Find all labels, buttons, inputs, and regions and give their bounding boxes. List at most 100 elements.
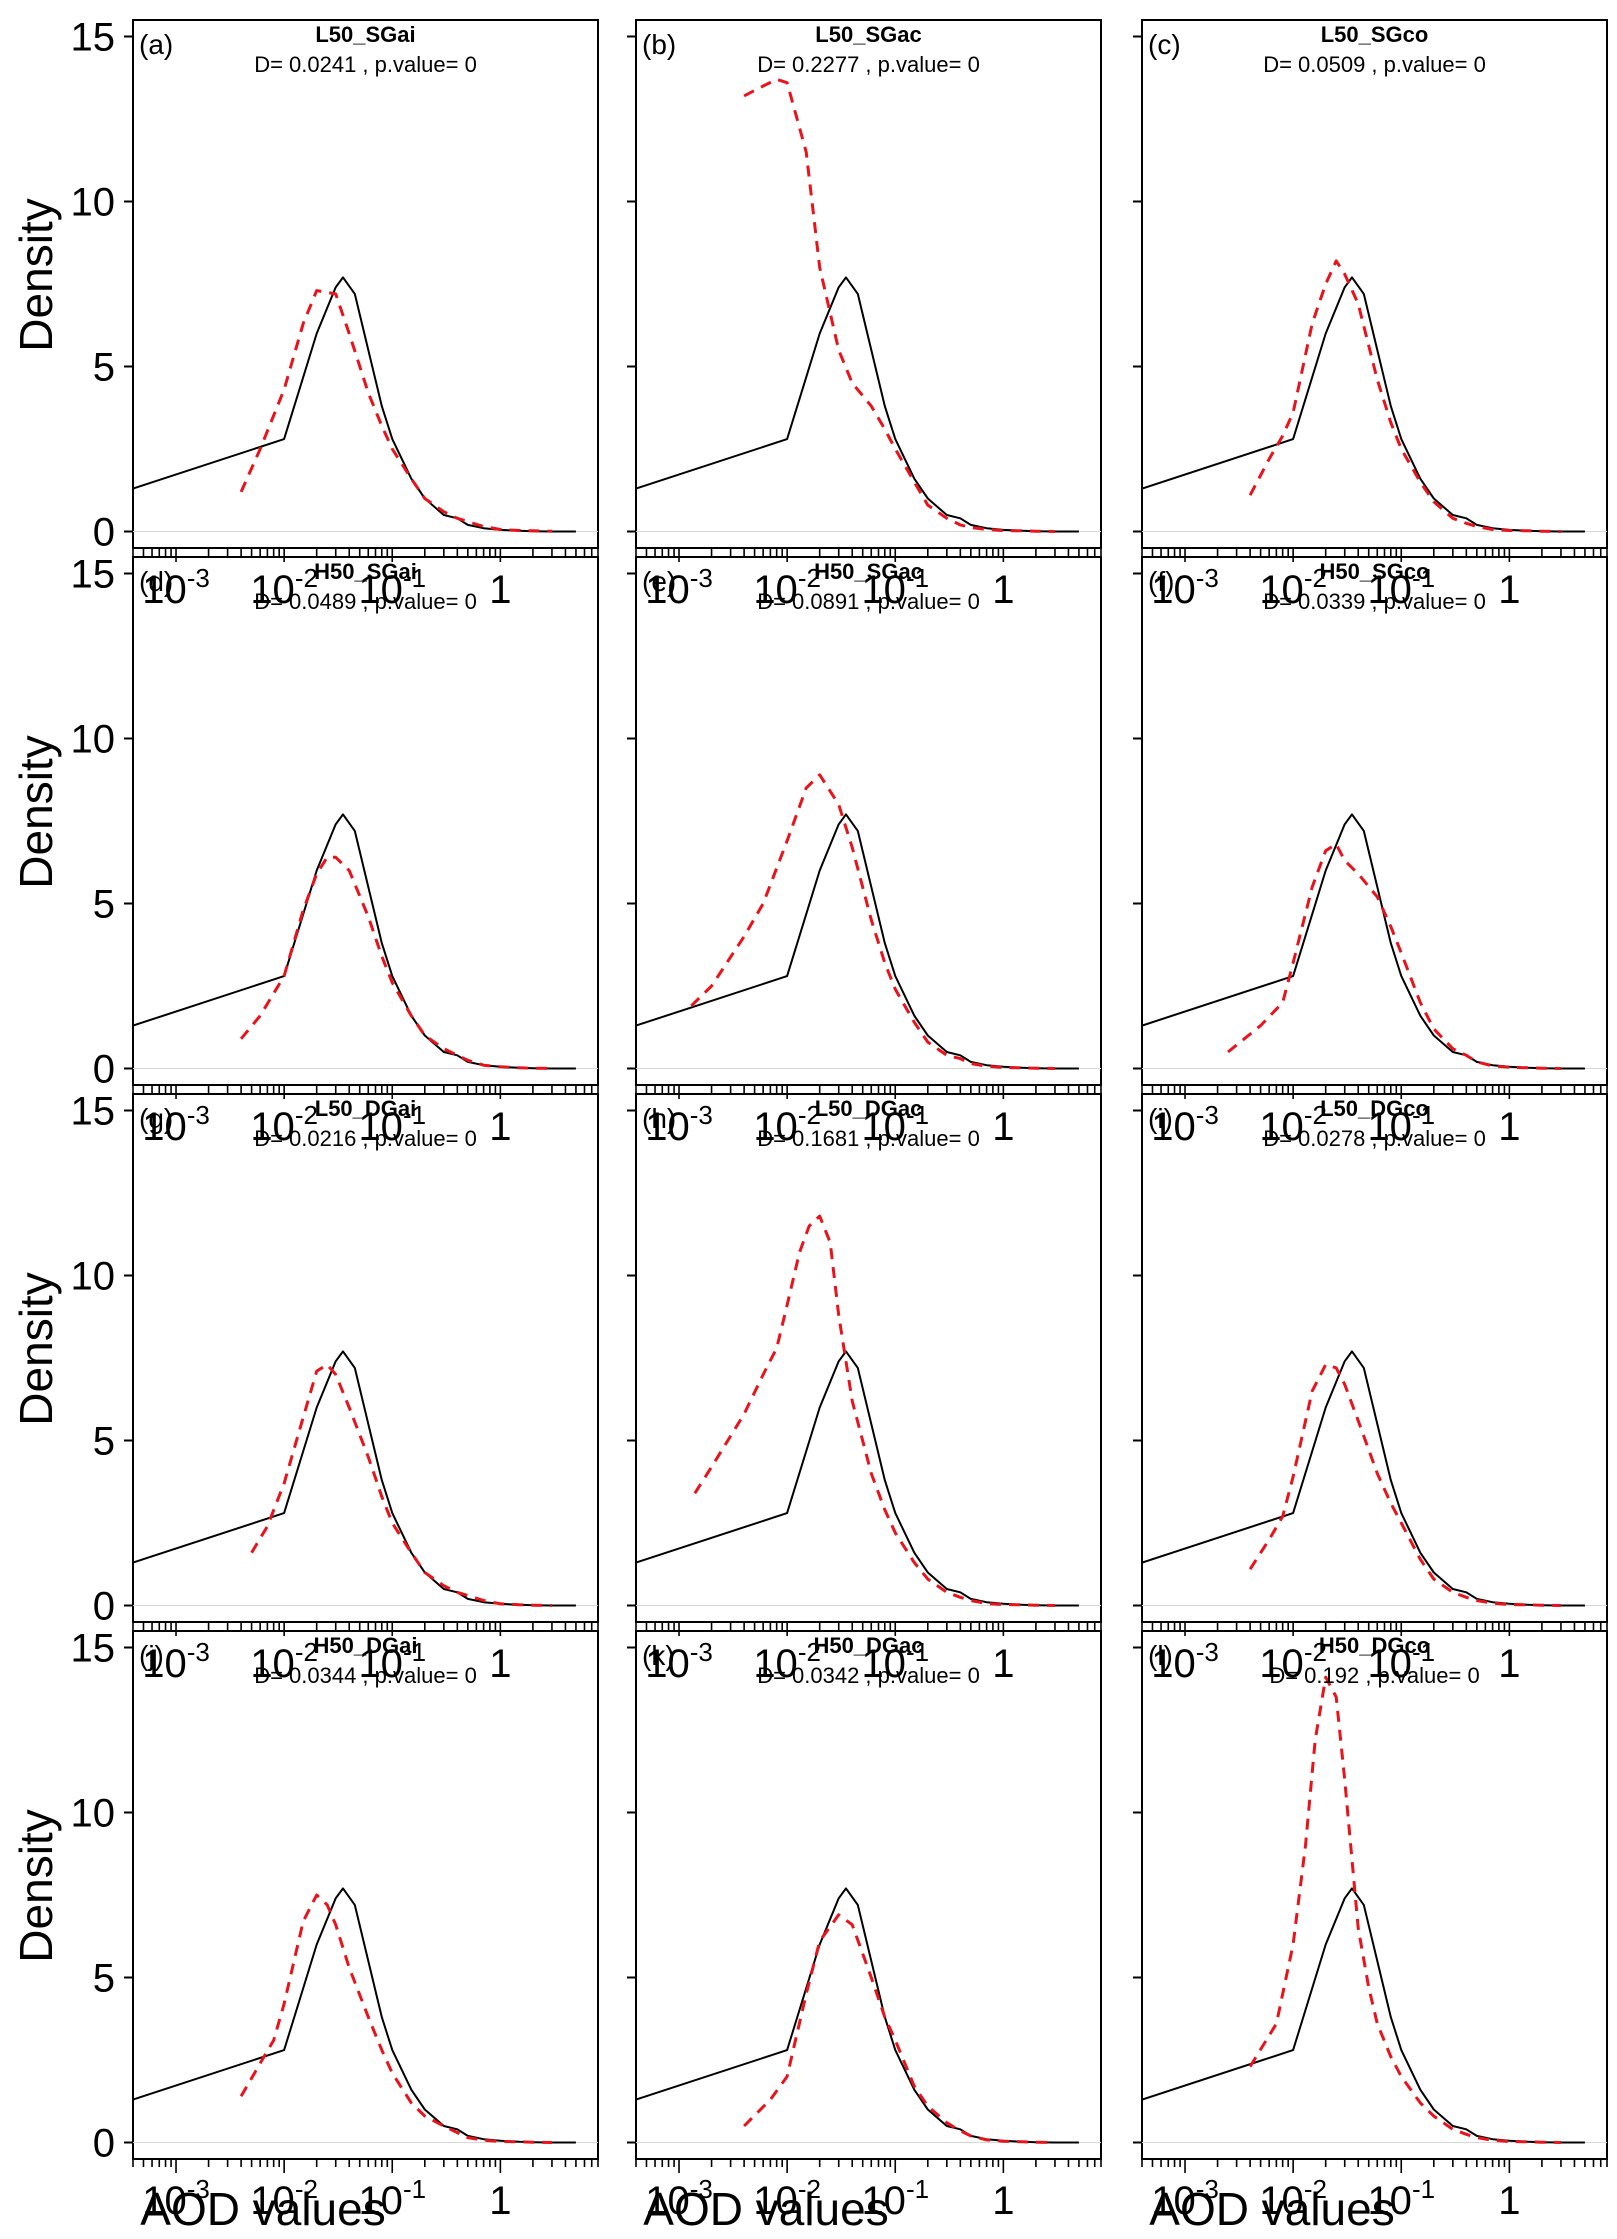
y-tick-label: 10 (71, 181, 116, 225)
x-tick-label: 10-3 (142, 1637, 210, 1686)
x-tick-label: 1 (1498, 1642, 1520, 1686)
x-tick-exponent: -2 (798, 563, 821, 593)
series-line-model (743, 77, 1055, 533)
x-tick-label: 1 (992, 1105, 1014, 1149)
panel-title: H50_DGac (813, 1633, 923, 1658)
x-tick-label: 1 (489, 568, 511, 612)
x-tick-exponent: -1 (1412, 2174, 1435, 2204)
x-tick-base: 10 (1367, 2179, 1412, 2223)
plot-frame (132, 1630, 599, 2160)
x-tick-base: 1 (992, 1642, 1014, 1686)
x-tick-label: 10-3 (142, 563, 210, 612)
panel-label: (j) (139, 1640, 164, 1671)
y-tick-label: 15 (71, 1090, 116, 1134)
x-tick-exponent: -2 (798, 1100, 821, 1130)
x-tick-exponent: -1 (906, 563, 929, 593)
plot-frame (1141, 19, 1608, 549)
x-tick-label: 10-2 (1259, 1100, 1327, 1149)
x-tick-base: 10 (645, 568, 690, 612)
x-tick-exponent: -3 (187, 2174, 210, 2204)
x-tick-base: 10 (1259, 1105, 1304, 1149)
x-tick-label: 10-3 (142, 2174, 210, 2223)
x-axis-label: AOD values (1149, 2183, 1394, 2235)
x-axis-label: AOD values (140, 2183, 385, 2235)
x-tick-exponent: -3 (187, 1637, 210, 1667)
x-tick-label: 10-3 (1151, 563, 1219, 612)
series-line-reference (132, 813, 576, 1070)
x-tick-label: 10-2 (753, 1637, 821, 1686)
x-tick-exponent: -2 (295, 563, 318, 593)
series-line-model (1227, 842, 1561, 1070)
y-tick-label: 5 (93, 883, 115, 927)
y-axis-label: Density (10, 735, 62, 888)
x-tick-exponent: -1 (906, 1100, 929, 1130)
x-tick-label: 10-1 (358, 563, 426, 612)
series-line-model (239, 289, 552, 533)
x-tick-base: 10 (250, 1105, 295, 1149)
panel-label: (f) (1148, 566, 1174, 597)
x-tick-label: 10-1 (861, 1637, 929, 1686)
plot-frame (132, 556, 599, 1086)
x-tick-exponent: -2 (1304, 1100, 1327, 1130)
x-tick-base: 1 (1498, 2179, 1520, 2223)
y-tick-label: 15 (71, 16, 116, 60)
x-tick-base: 10 (861, 568, 906, 612)
series-line-reference (1141, 276, 1585, 533)
x-tick-exponent: -2 (798, 1637, 821, 1667)
panel-label: (c) (1148, 29, 1181, 60)
x-tick-base: 1 (992, 568, 1014, 612)
panel-subtitle: D= 0.192 , p.value= 0 (1269, 1663, 1479, 1688)
x-tick-base: 10 (358, 1642, 403, 1686)
x-tick-label: 10-1 (358, 1637, 426, 1686)
x-tick-exponent: -3 (690, 2174, 713, 2204)
x-tick-label: 10-3 (645, 1100, 713, 1149)
series-line-reference (132, 276, 576, 533)
series-line-reference (132, 1887, 576, 2144)
x-tick-base: 10 (1151, 568, 1196, 612)
x-tick-exponent: -1 (403, 563, 426, 593)
series-line-reference (132, 1350, 576, 1607)
x-tick-label: 10-3 (1151, 1100, 1219, 1149)
x-tick-label: 10-1 (1367, 563, 1435, 612)
y-tick-label: 0 (93, 1585, 115, 1629)
plot-frame (1141, 1630, 1608, 2160)
x-tick-exponent: -2 (1304, 1637, 1327, 1667)
x-tick-base: 1 (992, 2179, 1014, 2223)
x-tick-exponent: -3 (690, 1637, 713, 1667)
x-tick-exponent: -1 (1412, 1637, 1435, 1667)
y-tick-label: 0 (93, 1048, 115, 1092)
x-tick-base: 1 (992, 1105, 1014, 1149)
x-tick-exponent: -3 (187, 563, 210, 593)
panel-title: L50_DGco (1320, 1096, 1429, 1121)
panel-subtitle: D= 0.1681 , p.value= 0 (757, 1126, 980, 1151)
series-line-model (1248, 1675, 1561, 2144)
x-tick-exponent: -3 (187, 1100, 210, 1130)
x-tick-label: 10-1 (1367, 1100, 1435, 1149)
series-line-model (1248, 259, 1561, 533)
panel-label: (b) (642, 29, 676, 60)
x-tick-label: 10-2 (1259, 2174, 1327, 2223)
x-tick-label: 1 (1498, 2179, 1520, 2223)
panel-title: L50_DGai (315, 1096, 417, 1121)
x-tick-base: 10 (1367, 568, 1412, 612)
series-line-reference (1141, 1350, 1585, 1607)
panel-label: (k) (642, 1640, 675, 1671)
x-tick-base: 1 (489, 568, 511, 612)
x-tick-exponent: -2 (798, 2174, 821, 2204)
x-tick-exponent: -2 (295, 1637, 318, 1667)
x-tick-base: 10 (645, 2179, 690, 2223)
x-tick-label: 10-2 (753, 2174, 821, 2223)
x-tick-base: 10 (1367, 1105, 1412, 1149)
x-tick-exponent: -3 (1196, 563, 1219, 593)
panel-subtitle: D= 0.2277 , p.value= 0 (757, 52, 980, 77)
x-tick-exponent: -1 (906, 1637, 929, 1667)
x-tick-base: 1 (1498, 1105, 1520, 1149)
x-tick-base: 10 (358, 568, 403, 612)
